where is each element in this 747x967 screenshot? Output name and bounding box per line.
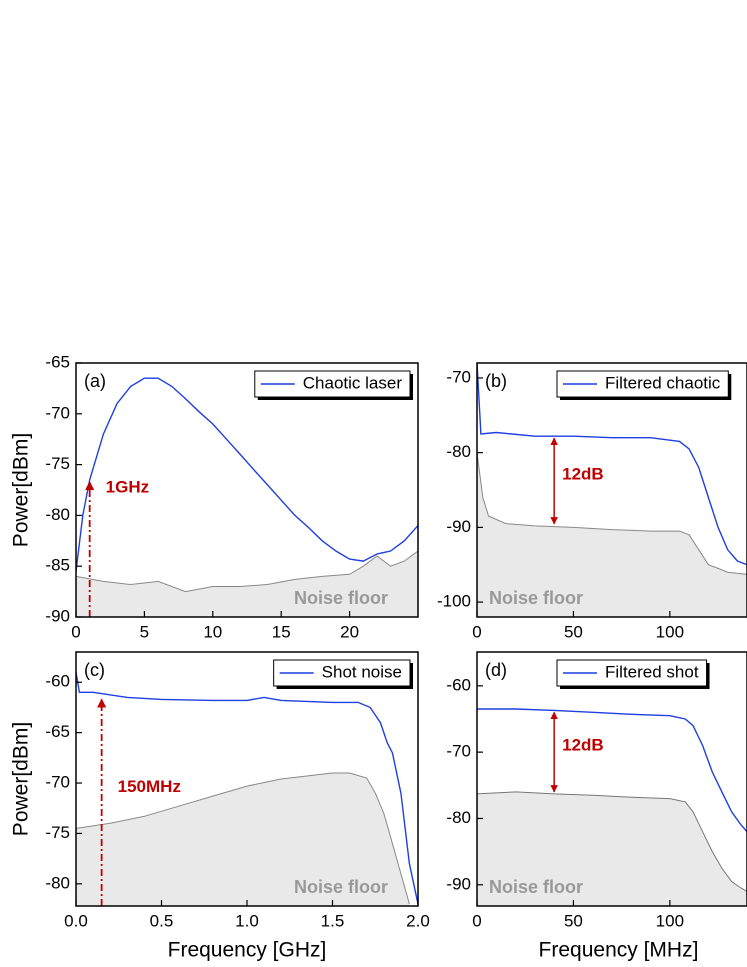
- panel: 12dB -60 -70 -80 -900 50 100 (d) Noise floor Filt…: [446, 651, 747, 962]
- arrow-label: 150MHz: [118, 777, 181, 796]
- x-tick-label: 10: [203, 622, 222, 641]
- noise-line: [477, 452, 747, 575]
- legend: Filtered chaotic: [556, 370, 732, 400]
- panel-label: (a): [84, 371, 106, 391]
- plot-area: [477, 708, 747, 906]
- noise-area: [76, 773, 410, 906]
- x-tick-label: 5: [140, 622, 149, 641]
- x-tick-label: 100: [656, 911, 684, 930]
- y-tick-label: -70: [446, 367, 471, 386]
- noise-area: [76, 551, 418, 617]
- x-tick-label: 15: [272, 622, 291, 641]
- plot-area: [477, 363, 747, 617]
- signal-line: [76, 672, 418, 905]
- plot-frame: [476, 362, 747, 618]
- y-tick-label: -70: [446, 742, 471, 761]
- y-tick-label: -85: [45, 556, 70, 575]
- legend-label: Filtered chaotic: [605, 373, 721, 392]
- panel: 1GHz -65 -70 -75 -80 -85 -900 5 10 15 20 (a) Noise f…: [10, 352, 419, 641]
- panel: 150MHz -60 -65 -70 -75 -80 0.0 0.5 1.0 1.5 2.0 (c) N…: [10, 651, 430, 962]
- legend: Shot noise: [273, 659, 413, 689]
- y-tick-label: -90: [446, 517, 471, 536]
- y-tick-label: -65: [45, 352, 70, 371]
- plot-frame: [476, 651, 747, 907]
- y-tick-label: -60: [45, 672, 70, 691]
- x-tick-label: 100: [656, 622, 684, 641]
- y-tick-label: -75: [45, 454, 70, 473]
- noise-floor-label: Noise floor: [294, 877, 388, 897]
- x-tick-label: 1.0: [235, 911, 259, 930]
- legend-label: Shot noise: [322, 662, 402, 681]
- arrow-label: 12dB: [562, 465, 604, 484]
- y-tick-label: -80: [446, 808, 471, 827]
- signal-line: [477, 363, 747, 566]
- x-tick-label: 0: [472, 911, 481, 930]
- x-tick-label: 1.5: [321, 911, 345, 930]
- noise-floor-label: Noise floor: [489, 588, 583, 608]
- noise-line: [477, 791, 747, 892]
- noise-line: [76, 772, 410, 905]
- x-axis-title: Frequency [GHz]: [168, 939, 327, 962]
- noise-floor-label: Noise floor: [489, 877, 583, 897]
- x-tick-label: 0: [472, 622, 481, 641]
- signal-line: [477, 708, 747, 833]
- x-tick-label: 20: [340, 622, 359, 641]
- legend: Filtered shot: [556, 659, 710, 689]
- noise-floor-label: Noise floor: [294, 588, 388, 608]
- plot-area: [76, 672, 418, 906]
- x-tick-label: 50: [564, 911, 583, 930]
- signal-line: [76, 377, 418, 572]
- y-tick-label: -80: [446, 442, 471, 461]
- y-tick-label: -90: [45, 606, 70, 625]
- legend-label: Chaotic laser: [303, 373, 403, 392]
- legend: Chaotic laser: [254, 370, 413, 400]
- y-axis-title: Power[dBm]: [10, 433, 33, 547]
- x-tick-label: 50: [564, 622, 583, 641]
- noise-line: [76, 550, 418, 593]
- panel-label: (d): [485, 660, 507, 680]
- y-tick-label: -90: [446, 874, 471, 893]
- y-axis-title: Power[dBm]: [10, 722, 33, 836]
- arrow-label: 12dB: [562, 736, 604, 755]
- x-tick-label: 0.5: [150, 911, 174, 930]
- noise-area: [477, 791, 747, 906]
- y-tick-label: -80: [45, 873, 70, 892]
- panel-label: (c): [84, 660, 105, 680]
- x-tick-label: 0: [71, 622, 80, 641]
- y-tick-label: -70: [45, 773, 70, 792]
- noise-area: [477, 452, 747, 617]
- arrow-label: 1GHz: [106, 477, 149, 496]
- legend-label: Filtered shot: [605, 662, 699, 681]
- y-tick-label: -60: [446, 675, 471, 694]
- x-tick-label: 2.0: [406, 911, 430, 930]
- plot-frame: [75, 362, 419, 618]
- y-tick-label: -80: [45, 505, 70, 524]
- panel-label: (b): [485, 371, 507, 391]
- x-axis-title: Frequency [MHz]: [539, 939, 699, 962]
- x-tick-label: 0.0: [64, 911, 88, 930]
- y-tick-label: -65: [45, 722, 70, 741]
- y-tick-label: -100: [437, 592, 471, 611]
- y-tick-label: -75: [45, 823, 70, 842]
- plot-area: [76, 377, 418, 617]
- y-tick-label: -70: [45, 403, 70, 422]
